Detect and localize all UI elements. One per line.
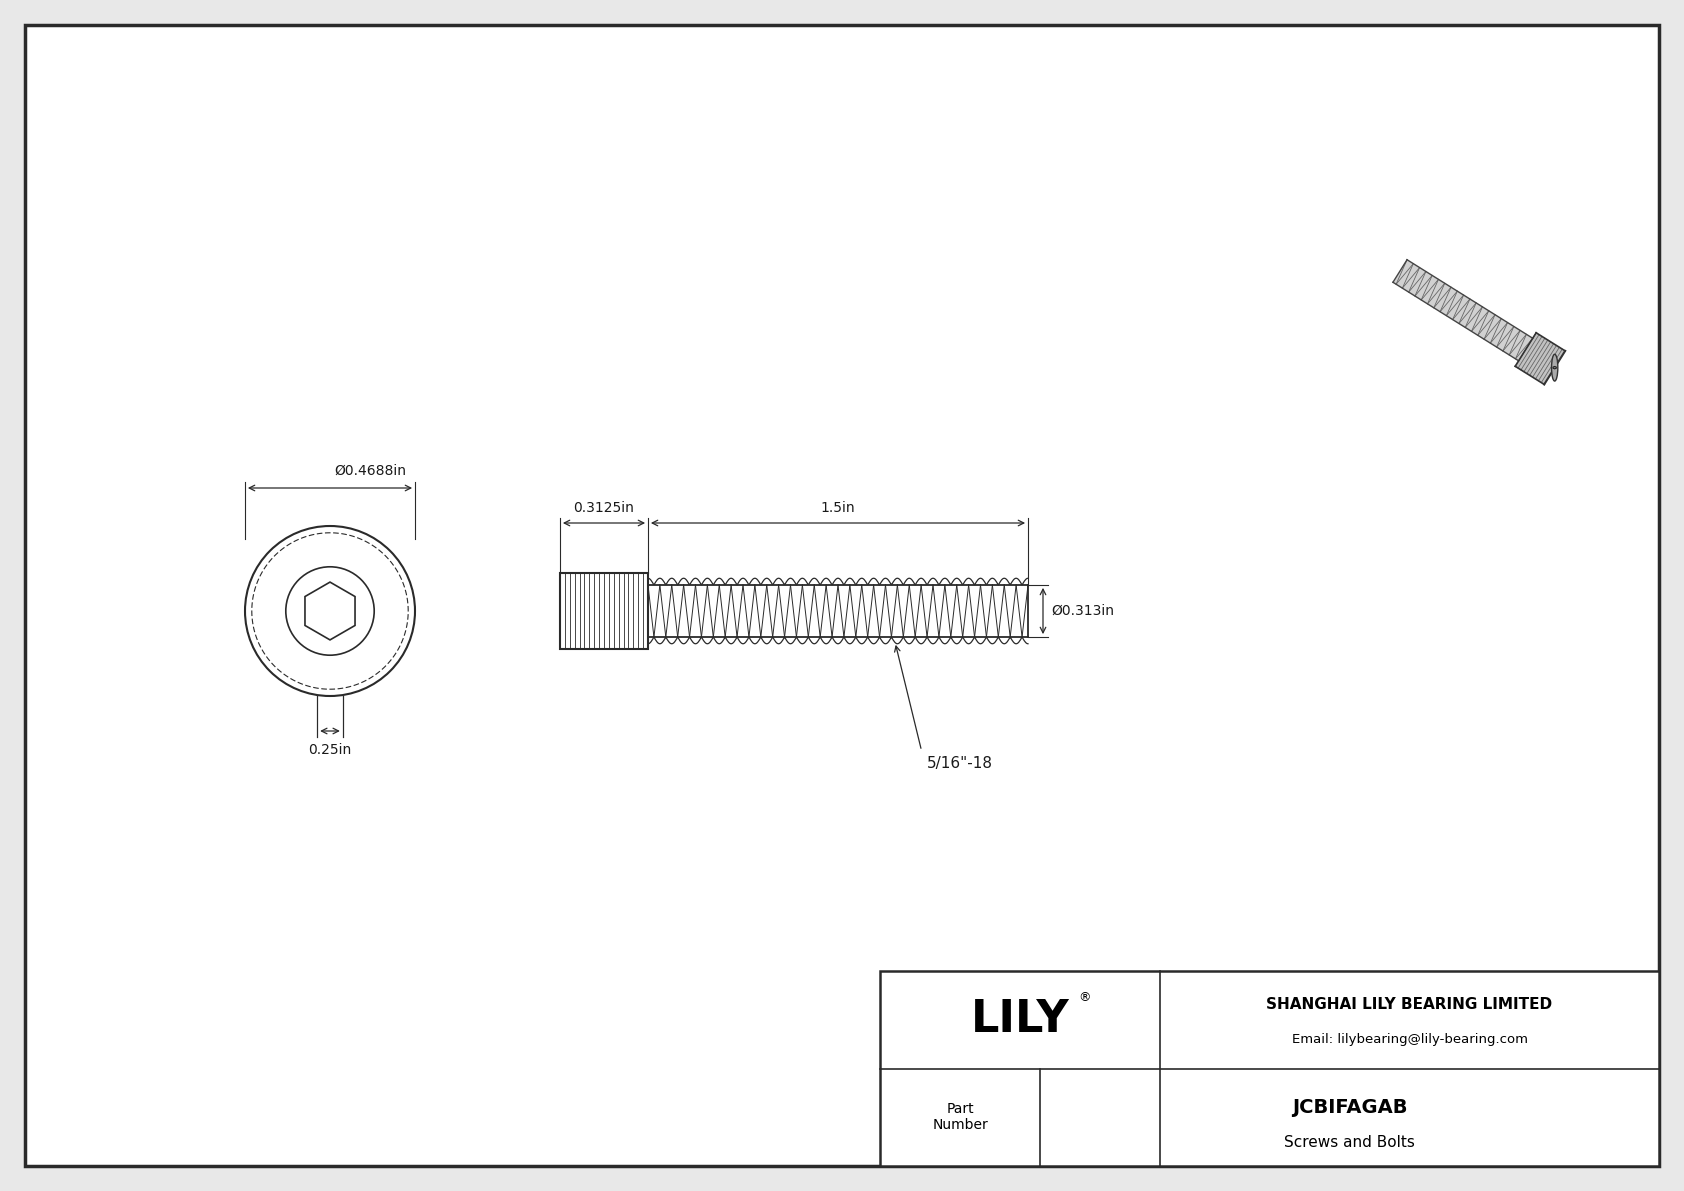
Ellipse shape bbox=[1551, 354, 1558, 381]
Text: SHANGHAI LILY BEARING LIMITED: SHANGHAI LILY BEARING LIMITED bbox=[1266, 997, 1553, 1011]
Circle shape bbox=[286, 567, 374, 655]
Text: 1.5in: 1.5in bbox=[820, 501, 855, 515]
Text: Ø0.313in: Ø0.313in bbox=[1051, 604, 1115, 618]
Text: LILY: LILY bbox=[970, 998, 1069, 1041]
Polygon shape bbox=[305, 582, 355, 640]
Polygon shape bbox=[1553, 367, 1556, 369]
Text: Email: lilybearing@lily-bearing.com: Email: lilybearing@lily-bearing.com bbox=[1292, 1033, 1527, 1046]
Text: Ø0.4688in: Ø0.4688in bbox=[333, 464, 406, 478]
Polygon shape bbox=[1516, 332, 1564, 385]
Polygon shape bbox=[1393, 260, 1532, 361]
Text: 5/16"-18: 5/16"-18 bbox=[926, 756, 992, 771]
Bar bbox=[881, 971, 1659, 1166]
Text: JCBIFAGAB: JCBIFAGAB bbox=[1292, 1098, 1408, 1117]
Text: Part
Number: Part Number bbox=[933, 1102, 989, 1133]
Circle shape bbox=[244, 526, 414, 696]
Text: Screws and Bolts: Screws and Bolts bbox=[1285, 1135, 1415, 1151]
Text: ®: ® bbox=[1079, 991, 1091, 1004]
Text: 0.25in: 0.25in bbox=[308, 743, 352, 757]
Text: 0.3125in: 0.3125in bbox=[574, 501, 635, 515]
Bar bbox=[561, 573, 648, 649]
